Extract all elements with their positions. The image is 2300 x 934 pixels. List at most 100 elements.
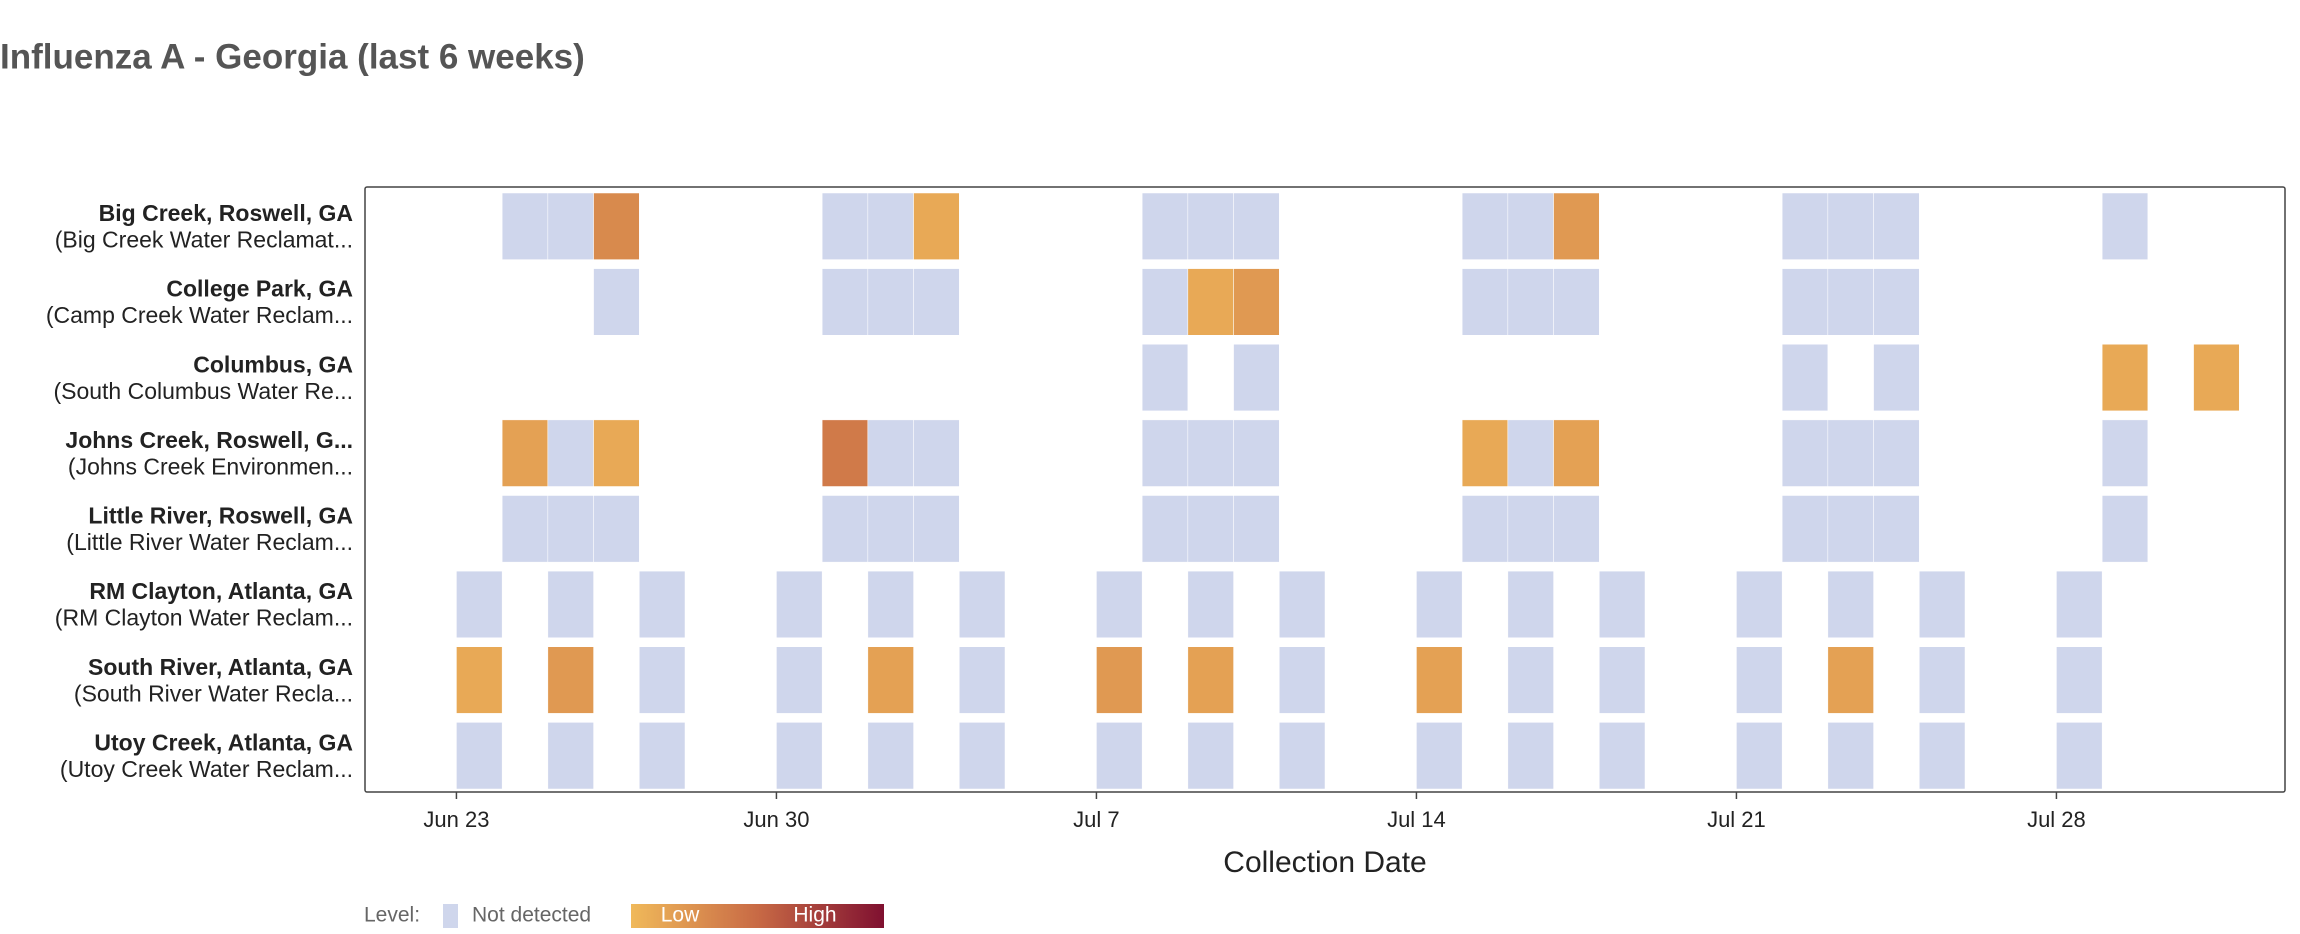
heat-cell (456, 570, 503, 638)
heat-cell (1507, 570, 1554, 638)
x-tick-label: Jul 21 (1707, 807, 1766, 832)
row-sublabel: (Big Creek Water Reclamat... (55, 227, 353, 253)
heat-cell (867, 570, 914, 638)
heat-cell (1187, 495, 1234, 563)
heat-cell (2056, 722, 2103, 790)
heat-cell (1416, 570, 1463, 638)
row-sublabel: (Johns Creek Environmen... (68, 453, 353, 479)
heat-cell (1187, 722, 1234, 790)
row-label: Little River, Roswell, GA (88, 503, 353, 529)
heat-cell (456, 722, 503, 790)
heat-cell (1279, 646, 1326, 714)
heat-cell (2056, 570, 2103, 638)
heat-cell (547, 419, 594, 487)
row-sublabel: (Camp Creek Water Reclam... (46, 302, 353, 328)
heat-cell (1096, 646, 1143, 714)
heat-cell (821, 268, 869, 336)
heat-cell (1507, 646, 1554, 714)
heat-cell (639, 722, 686, 790)
heat-cell (1461, 495, 1509, 563)
heat-cell (1141, 268, 1189, 336)
heat-cell (959, 722, 1006, 790)
heat-cell (547, 495, 594, 563)
heat-cell (1416, 722, 1463, 790)
heat-cell (1827, 495, 1874, 563)
heat-cell (1187, 646, 1234, 714)
heat-cell (1781, 344, 1829, 412)
heat-cell (1507, 419, 1554, 487)
heat-cell (501, 192, 549, 260)
row-label: Big Creek, Roswell, GA (99, 200, 353, 226)
row-label: College Park, GA (166, 276, 353, 302)
heat-cell (1919, 570, 1966, 638)
heat-cell (1873, 268, 1920, 336)
heat-cell (547, 192, 594, 260)
heat-cell (1461, 268, 1509, 336)
heat-cell (1461, 419, 1509, 487)
heat-cell (1781, 495, 1829, 563)
heat-cell (1187, 419, 1234, 487)
heat-cell (1827, 570, 1874, 638)
row-sublabel: (South River Water Recla... (74, 680, 353, 706)
heat-cell (1187, 268, 1234, 336)
heat-cell (959, 646, 1006, 714)
heat-cell (867, 722, 914, 790)
heat-cell (2101, 192, 2149, 260)
heat-cell (1736, 722, 1783, 790)
heat-cell (1279, 722, 1326, 790)
heat-cell (1873, 419, 1920, 487)
heat-cell (1553, 192, 1600, 260)
heat-cell (776, 646, 823, 714)
heat-cell (1827, 722, 1874, 790)
heat-cell (1233, 495, 1280, 563)
x-tick-label: Jun 30 (743, 807, 809, 832)
heat-cell (821, 192, 869, 260)
legend-label: Low (661, 904, 700, 927)
heat-cell (2101, 495, 2149, 563)
heat-cell (1507, 192, 1554, 260)
heat-cell (1233, 192, 1280, 260)
heat-cell (1736, 646, 1783, 714)
heat-cell (547, 646, 594, 714)
heat-cell (821, 419, 869, 487)
heat-cell (1736, 570, 1783, 638)
legend-label: High (793, 904, 836, 927)
heat-cell (1141, 192, 1189, 260)
heat-cell (776, 722, 823, 790)
heat-cell (1141, 419, 1189, 487)
heat-cell (1507, 722, 1554, 790)
heat-cell (1553, 268, 1600, 336)
heat-cell (501, 495, 549, 563)
heat-cell (913, 268, 960, 336)
heat-cell (867, 268, 914, 336)
heat-cell (2193, 344, 2240, 412)
heat-cell (1781, 192, 1829, 260)
x-tick-label: Jul 7 (1073, 807, 1119, 832)
heat-cell (639, 646, 686, 714)
heat-cell (821, 495, 869, 563)
heat-cell (867, 646, 914, 714)
row-sublabel: (South Columbus Water Re... (53, 378, 353, 404)
legend-swatch (443, 904, 458, 928)
row-label: South River, Atlanta, GA (88, 654, 353, 680)
legend-title: Level: (364, 904, 420, 927)
heat-cell (1233, 344, 1280, 412)
heat-cell (867, 419, 914, 487)
heat-cell (1873, 495, 1920, 563)
row-label: RM Clayton, Atlanta, GA (89, 578, 353, 604)
heat-cell (1599, 646, 1646, 714)
heat-cell (547, 570, 594, 638)
heat-cell (1461, 192, 1509, 260)
heat-cell (639, 570, 686, 638)
heat-cell (593, 192, 640, 260)
heat-cell (959, 570, 1006, 638)
heat-cell (1507, 268, 1554, 336)
heat-cell (1187, 570, 1234, 638)
heat-cell (1187, 192, 1234, 260)
heat-cell (867, 192, 914, 260)
heat-cell (1553, 495, 1600, 563)
row-sublabel: (RM Clayton Water Reclam... (55, 605, 353, 631)
heat-cell (913, 419, 960, 487)
